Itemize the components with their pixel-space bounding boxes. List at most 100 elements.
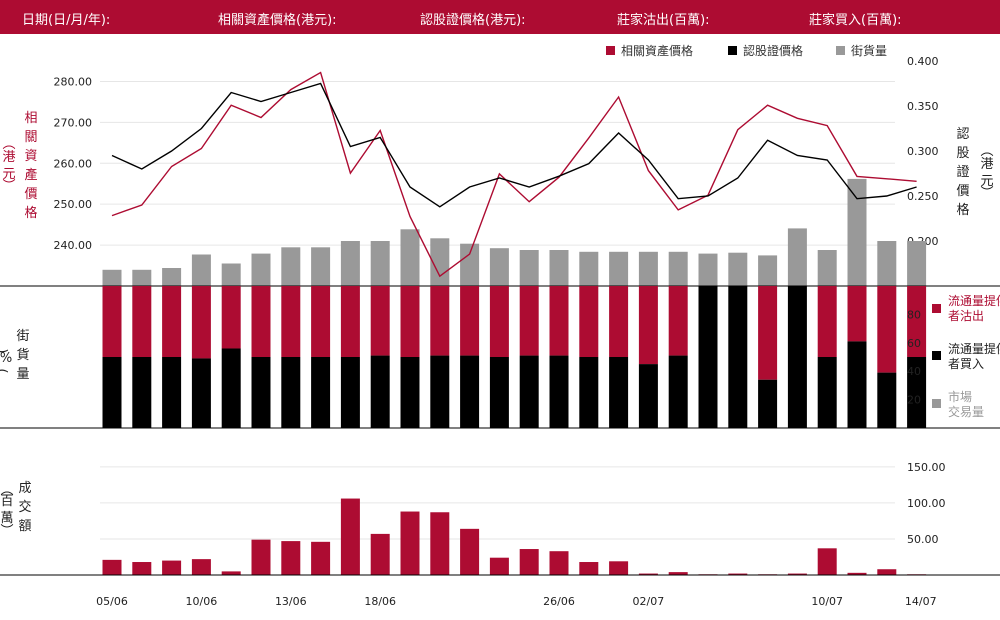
bottom-tick-label: 150.00 [907,461,946,474]
right-tick-label: 0.350 [907,100,939,113]
turnover-bar [549,551,569,575]
left-bottom-unit-paren: ︶ [0,524,13,539]
mm-buy-bar [638,364,658,428]
mm-sell-bar [340,286,360,357]
mm-buy-bar [281,357,301,428]
left-tick-label: 260.00 [54,157,93,170]
right-tick-label: 0.300 [907,145,939,158]
mm-sell-bar [847,286,867,342]
x-tick-label: 13/06 [275,595,307,608]
legend-asset-swatch [606,46,615,55]
mm-sell-bar [907,286,927,357]
turnover-bar [489,557,509,575]
turnover-bar [311,541,331,575]
mm-buy-bar [519,355,539,428]
mm-buy-bar [340,357,360,428]
warrant-price-line [111,82,917,208]
left-mid-axis-title: 街 [16,329,29,344]
outstanding-bar [311,247,331,286]
x-tick-label: 10/06 [186,595,218,608]
outstanding-bar [460,243,480,286]
outstanding-bar [698,253,718,286]
outstanding-bar [519,250,539,286]
right-top-axis-title: 格 [956,202,969,218]
left-tick-label: 250.00 [54,198,93,211]
mid-legend-market-swatch [932,399,941,408]
legend-asset-text: 相關資產價格 [621,43,693,58]
left-top-axis-unit: 港 [2,150,15,165]
left-mid-axis-unit: % [0,351,12,366]
mm-buy-bar [847,341,867,428]
mm-sell-bar [102,286,122,357]
left-mid-unit-paren: ( [0,348,10,353]
mm-buy-label: 莊家買入(百萬): [809,13,902,28]
mm-sell-bar [460,286,480,356]
mm-buy-bar [579,357,599,428]
mm-buy-bar [311,357,331,428]
mm-sell-bar [519,286,539,356]
mm-buy-bar [489,357,509,428]
left-top-unit-paren: ︶ [2,179,15,194]
right-top-unit-paren: ︶ [980,186,993,201]
turnover-bar [787,573,807,575]
outstanding-bar [549,250,569,286]
left-top-axis-title: 格 [24,205,37,221]
right-top-axis-title: 股 [956,146,969,161]
mid-legend-market-text: 交易量 [948,404,984,419]
turnover-bar [281,541,301,575]
turnover-bar [102,559,122,575]
outstanding-bar [847,178,867,286]
turnover-bar [609,561,629,575]
mm-sell-bar [638,286,658,365]
mid-tick-label: 80 [907,308,921,321]
asset-price-label: 相關資產價格(港元): [218,13,337,28]
mm-sell-bar [489,286,509,357]
mm-buy-bar [668,355,688,428]
mm-buy-bar [191,358,211,428]
left-top-axis-title: 關 [24,130,37,145]
mm-buy-bar [877,372,897,428]
turnover-bar [847,572,867,575]
left-bottom-axis-unit: 百 [0,494,13,509]
outstanding-bar [281,247,301,286]
mm-sell-bar [281,286,301,357]
date-label: 日期(日/月/年): [22,13,111,28]
turnover-bar [400,511,420,575]
right-top-axis-unit: 港 [980,157,993,172]
mm-sell-bar [221,286,241,349]
mm-buy-bar [460,355,480,428]
turnover-bar [519,549,539,575]
turnover-bar [221,571,241,575]
left-tick-label: 240.00 [54,239,93,252]
outstanding-bar [787,228,807,286]
legend-warrant-swatch [728,46,737,55]
mm-buy-bar [132,357,152,428]
outstanding-bar [728,252,748,286]
right-tick-label: 0.400 [907,55,939,68]
mid-legend-buy-swatch [932,351,941,360]
left-tick-label: 280.00 [54,75,93,88]
left-bottom-axis-title: 成 [18,481,31,496]
legend-warrant-text: 認股證價格 [743,43,803,58]
outstanding-bar [102,269,122,286]
outstanding-bar [221,263,241,286]
mm-sell-bar [609,286,629,357]
mm-buy-bar [907,357,927,428]
mm-sell-bar [758,286,778,380]
outstanding-bar [668,251,688,286]
mid-tick-label: 40 [907,365,921,378]
x-tick-label: 02/07 [633,595,665,608]
right-top-unit-paren: ︵ [980,144,993,159]
outstanding-bar [907,241,927,286]
mid-legend-buy-text: 者買入 [948,357,984,371]
mm-buy-bar [221,348,241,428]
left-top-axis-unit: 元 [2,167,15,182]
outstanding-bar [877,241,897,286]
mid-tick-label: 20 [907,394,921,407]
x-tick-label: 05/06 [96,595,128,608]
mm-buy-bar [549,355,569,428]
turnover-bar [817,548,837,575]
left-top-unit-paren: ︵ [2,137,15,152]
x-tick-label: 18/06 [364,595,396,608]
